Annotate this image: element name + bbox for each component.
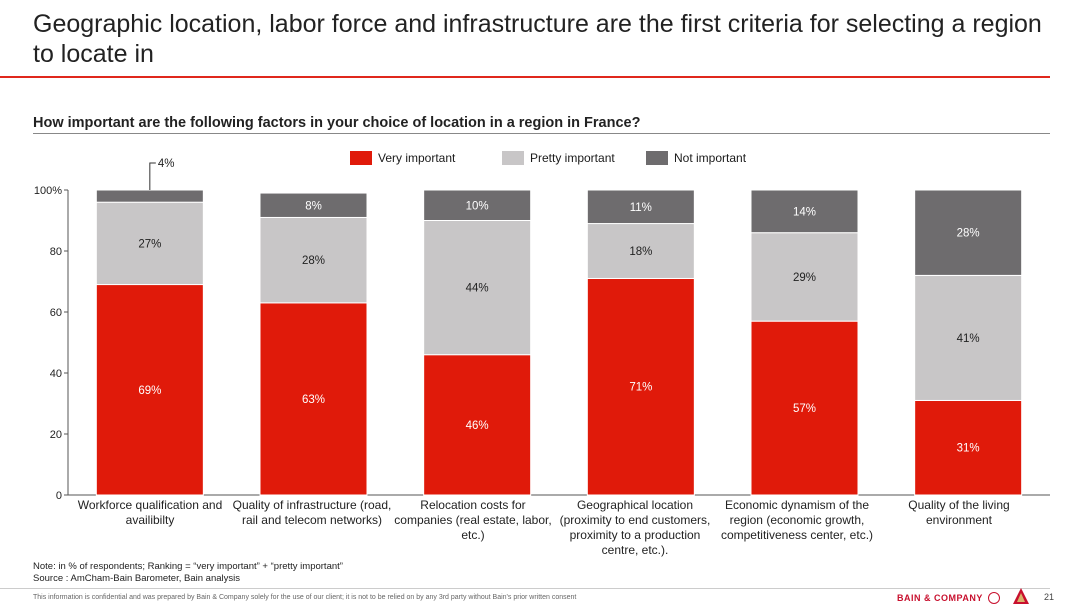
bar-segment-pretty-important bbox=[586, 223, 695, 279]
data-label-very-important: 57% bbox=[793, 403, 816, 415]
x-category-label: Quality of infrastructure (road, rail an… bbox=[232, 498, 392, 527]
legend-label: Pretty important bbox=[530, 151, 615, 165]
legend-item-pretty-important: Pretty important bbox=[502, 151, 615, 165]
bar-segment-very-important bbox=[95, 284, 204, 496]
bar-segment-very-important bbox=[750, 320, 859, 496]
brand-clock-icon bbox=[987, 592, 1000, 604]
data-label-not-important: 4% bbox=[158, 158, 175, 170]
legend-swatch-pretty-important bbox=[502, 151, 524, 165]
data-label-very-important: 46% bbox=[466, 420, 489, 432]
x-category-label: Workforce qualification and availibilty bbox=[77, 498, 223, 527]
bar-segment-not-important bbox=[914, 189, 1023, 276]
data-label-pretty-important: 41% bbox=[957, 333, 980, 345]
bar-segment-not-important bbox=[95, 189, 204, 203]
legend-swatch-very-important bbox=[350, 151, 372, 165]
bar-segment-not-important bbox=[259, 192, 368, 218]
bar-segment-not-important bbox=[423, 189, 532, 221]
data-label-not-important: 8% bbox=[305, 200, 322, 212]
legend-swatch-not-important bbox=[646, 151, 668, 165]
confidentiality-disclaimer: This information is confidential and was… bbox=[33, 594, 577, 601]
bar-segment-very-important bbox=[423, 354, 532, 496]
bar-segment-pretty-important bbox=[914, 274, 1023, 401]
chart-notes: Note: in % of respondents; Ranking = “ve… bbox=[33, 561, 343, 585]
source-text: Source : AmCham-Bain Barometer, Bain ana… bbox=[33, 573, 240, 584]
x-category-label: Economic dynamism of the region (economi… bbox=[720, 498, 874, 542]
title-divider bbox=[0, 76, 1050, 78]
x-category-label: Relocation costs for companies (real est… bbox=[394, 498, 552, 542]
bar-segment-pretty-important bbox=[750, 232, 859, 322]
legend-item-not-important: Not important bbox=[646, 151, 746, 165]
legend-item-very-important: Very important bbox=[350, 151, 455, 165]
x-category-label: Geographical location (proximity to end … bbox=[559, 498, 711, 557]
data-label-leader bbox=[149, 162, 156, 190]
data-label-not-important: 14% bbox=[793, 206, 816, 218]
y-tick-label: 20 bbox=[50, 429, 62, 441]
footer-divider bbox=[0, 588, 1050, 589]
x-category-label: Quality of the living environment bbox=[908, 498, 1010, 527]
data-label-not-important: 10% bbox=[466, 200, 489, 212]
data-label-not-important: 28% bbox=[957, 228, 980, 240]
y-tick-label: 40 bbox=[50, 368, 62, 380]
brand-name: BAIN & COMPANY bbox=[897, 593, 983, 603]
data-label-very-important: 69% bbox=[138, 385, 161, 397]
legend-label: Not important bbox=[674, 151, 747, 165]
chart-legend: Very important Pretty important Not impo… bbox=[0, 151, 1080, 169]
y-tick-label: 100% bbox=[34, 185, 62, 197]
note-text: Note: in % of respondents; Ranking = “ve… bbox=[33, 561, 343, 572]
bar-segment-very-important bbox=[586, 277, 695, 496]
data-label-very-important: 71% bbox=[629, 382, 652, 394]
data-label-very-important: 31% bbox=[957, 443, 980, 455]
bar-segment-very-important bbox=[914, 399, 1023, 496]
y-tick-label: 80 bbox=[50, 246, 62, 258]
bar-segment-not-important bbox=[586, 189, 695, 225]
page-number: 21 bbox=[1044, 592, 1055, 602]
data-label-pretty-important: 44% bbox=[466, 283, 489, 295]
page-title: Geographic location, labor force and inf… bbox=[33, 10, 1042, 68]
data-label-pretty-important: 18% bbox=[629, 246, 652, 258]
bar-segment-pretty-important bbox=[259, 216, 368, 304]
amcham-logo-icon bbox=[1013, 588, 1029, 604]
subtitle-divider bbox=[33, 133, 1050, 134]
chart-question: How important are the following factors … bbox=[33, 115, 641, 131]
data-label-pretty-important: 29% bbox=[793, 272, 816, 284]
bar-segment-pretty-important bbox=[95, 201, 204, 286]
data-label-very-important: 63% bbox=[302, 394, 325, 406]
y-tick-label: 60 bbox=[50, 307, 62, 319]
data-label-not-important: 11% bbox=[630, 202, 652, 214]
data-label-pretty-important: 28% bbox=[302, 255, 325, 267]
data-label-pretty-important: 27% bbox=[138, 238, 161, 250]
stacked-bar-chart: 0 20 40 60 80 100% 69% 27% 4% 63% 28% 8% 46% 44% 10% 71… bbox=[34, 158, 1050, 500]
y-tick-label: 0 bbox=[56, 490, 62, 500]
bar-segment-not-important bbox=[750, 189, 859, 234]
brand-logo: BAIN & COMPANY bbox=[897, 592, 1000, 604]
legend-label: Very important bbox=[378, 151, 456, 165]
